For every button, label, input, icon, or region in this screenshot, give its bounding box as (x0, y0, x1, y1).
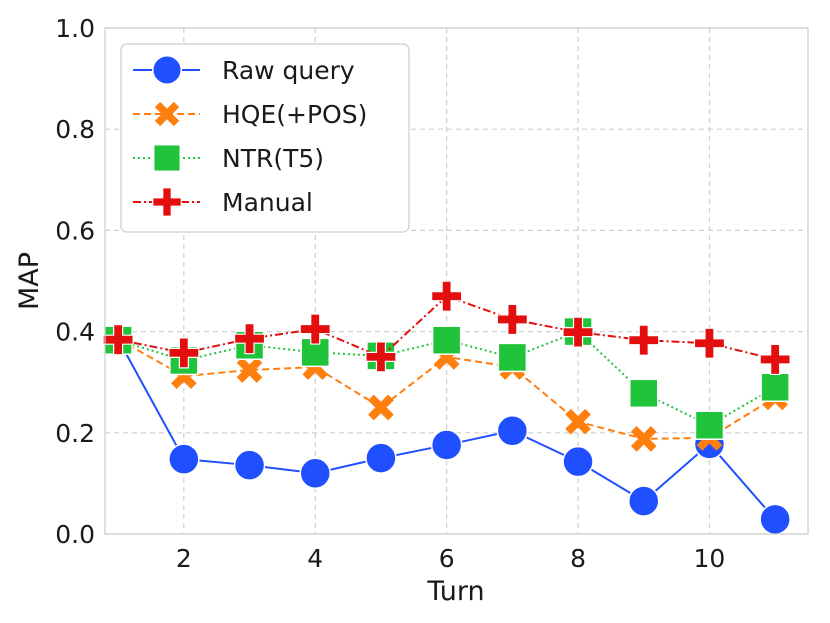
data-point (627, 485, 660, 517)
data-point (168, 337, 200, 369)
series-group (102, 280, 791, 536)
series-hqe-pos (105, 326, 788, 452)
data-point (693, 327, 726, 359)
series-manual (102, 280, 791, 376)
data-point (299, 313, 331, 345)
legend-marker (152, 187, 182, 217)
legend-box (120, 43, 410, 233)
legend-label: HQE(+POS) (222, 100, 367, 129)
legend-item: HQE(+POS) (133, 100, 367, 129)
x-tick-label: 10 (694, 544, 726, 573)
y-tick-label: 0.2 (55, 419, 95, 448)
y-axis-label: MAP (14, 252, 45, 310)
y-tick-label: 0.4 (55, 318, 95, 347)
data-point (102, 324, 134, 356)
legend-marker (152, 55, 182, 85)
y-axis-ticks: 0.0 0.2 0.4 0.6 0.8 1.0 (55, 14, 95, 549)
data-point (368, 394, 394, 421)
x-axis-ticks: 2 4 6 8 10 (176, 544, 725, 573)
legend-item: Raw query (133, 55, 355, 85)
data-point (365, 341, 397, 373)
legend-item: NTR(T5) (133, 143, 324, 173)
data-point (759, 343, 791, 376)
data-point (236, 357, 263, 383)
data-point (168, 443, 200, 475)
data-point (496, 415, 529, 447)
data-point (630, 426, 657, 452)
data-point (497, 342, 528, 373)
plot-frame (104, 27, 809, 535)
data-point (694, 410, 725, 440)
legend: Raw query HQE(+POS) NTR(T5) Manual (120, 43, 410, 233)
data-point (431, 325, 462, 355)
data-point (365, 442, 397, 474)
data-point (430, 429, 463, 461)
data-point (759, 503, 791, 536)
data-point (628, 324, 660, 356)
legend-label: NTR(T5) (222, 144, 324, 173)
data-point (562, 445, 594, 478)
y-tick-label: 0.6 (55, 216, 95, 245)
legend-label: Raw query (222, 56, 355, 85)
y-tick-label: 0.8 (55, 115, 95, 144)
y-tick-label: 0.0 (55, 520, 95, 549)
x-tick-label: 4 (307, 544, 323, 573)
x-tick-label: 6 (439, 544, 455, 573)
x-axis-label: Turn (426, 576, 484, 607)
x-tick-label: 2 (176, 544, 192, 573)
data-point (233, 449, 266, 481)
y-tick-label: 1.0 (55, 14, 95, 43)
legend-label: Manual (222, 188, 313, 217)
data-point (565, 408, 591, 435)
legend-item: Manual (133, 187, 313, 217)
data-point (760, 372, 790, 403)
data-point (299, 457, 331, 490)
data-point (562, 316, 594, 348)
x-tick-label: 8 (570, 544, 586, 573)
legend-marker (152, 143, 182, 173)
legend-marker (154, 101, 180, 127)
data-point (431, 280, 463, 312)
data-point (628, 378, 659, 409)
data-point (496, 303, 528, 336)
data-point (233, 323, 266, 355)
